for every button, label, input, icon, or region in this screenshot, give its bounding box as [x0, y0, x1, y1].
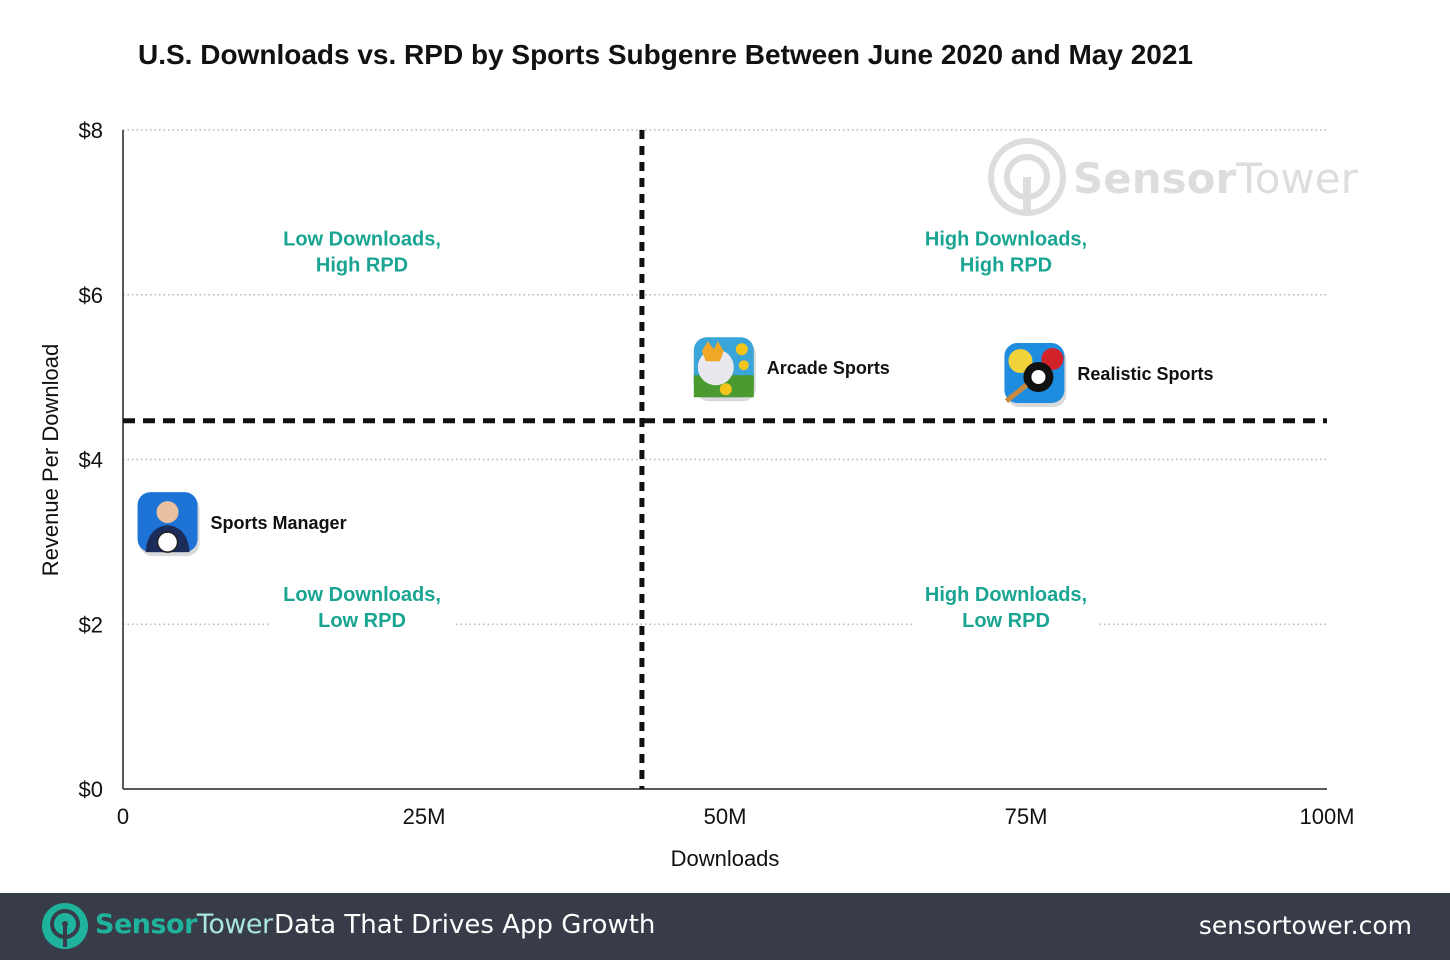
quadrant-label-bottom-right: Low RPD [962, 610, 1050, 632]
quadrant-label-backing [270, 225, 454, 278]
quadrant-label-top-left: Low Downloads, [283, 228, 441, 250]
footer-url[interactable]: sensortower.com [1198, 911, 1412, 940]
quadrant-label-top-left: High RPD [316, 254, 408, 276]
quadrant-label-backing [270, 581, 454, 634]
footer-tagline: Data That Drives App Growth [274, 910, 656, 940]
y-axis-ticks: $0 $2 $4 $6 $8 [79, 118, 103, 802]
data-point-sports-manager [137, 492, 200, 557]
soccer-manager-app-icon [137, 492, 198, 553]
y-tick-label: $6 [79, 283, 103, 308]
brand-sensor: Sensor [95, 909, 197, 940]
point-label: Realistic Sports [1077, 364, 1213, 384]
sensortower-watermark: SensorTower [988, 138, 1359, 216]
chart: U.S. Downloads vs. RPD by Sports Subgenr… [38, 39, 1359, 871]
quadrant-labels: Low Downloads, High RPD High Downloads, Hig… [270, 225, 1098, 634]
dividers [123, 130, 1327, 789]
points: Sports Manager Arcade Sports Realistic Spo… [137, 337, 1213, 557]
point-label: Arcade Sports [767, 358, 890, 378]
quadrant-label-backing [914, 581, 1098, 634]
data-point-realistic-sports [1004, 343, 1067, 408]
chart-title: U.S. Downloads vs. RPD by Sports Subgenr… [138, 39, 1193, 70]
quadrant-label-bottom-left: Low Downloads, [283, 584, 441, 606]
footer-brand: SensorTower [95, 909, 273, 940]
x-axis-ticks: 0 25M 50M 75M 100M [117, 804, 1355, 829]
quadrant-label-top-right: High RPD [960, 254, 1052, 276]
footer: SensorTower Data That Drives App Growth … [0, 893, 1450, 960]
data-point-arcade-sports [693, 337, 756, 402]
x-tick-label: 75M [1005, 804, 1048, 829]
x-tick-label: 100M [1299, 804, 1354, 829]
quadrant-label-backing [914, 225, 1098, 278]
quadrant-label-bottom-right: High Downloads, [925, 584, 1087, 606]
y-tick-label: $8 [79, 118, 103, 143]
x-axis-label: Downloads [671, 846, 780, 871]
x-tick-label: 25M [403, 804, 446, 829]
y-tick-label: $4 [79, 448, 103, 473]
svg-text:SensorTower: SensorTower [1073, 154, 1359, 203]
sensortower-logo-icon [42, 903, 88, 949]
quadrant-label-bottom-left: Low RPD [318, 610, 406, 632]
golf-clash-app-icon [693, 337, 754, 398]
point-label: Sports Manager [211, 513, 347, 533]
y-tick-label: $0 [79, 777, 103, 802]
8-ball-pool-app-icon [1004, 343, 1065, 404]
quadrant-label-top-right: High Downloads, [925, 228, 1087, 250]
y-tick-label: $2 [79, 612, 103, 637]
x-tick-label: 0 [117, 804, 129, 829]
y-axis-label: Revenue Per Download [38, 344, 63, 576]
brand-tower: Tower [196, 909, 273, 940]
x-tick-label: 50M [704, 804, 747, 829]
